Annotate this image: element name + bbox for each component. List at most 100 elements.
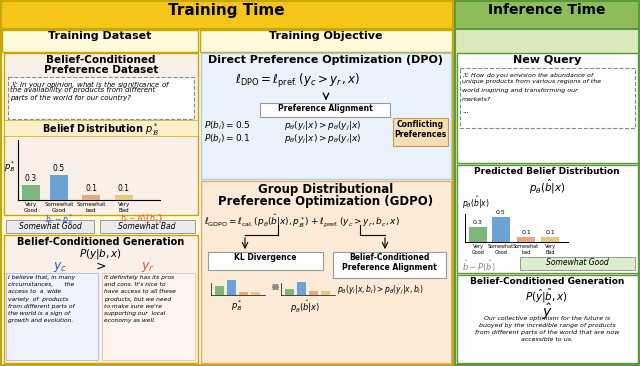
Text: New Query: New Query [513, 55, 581, 65]
Text: 0.3: 0.3 [473, 220, 483, 225]
FancyBboxPatch shape [457, 275, 638, 363]
Text: $\ell_{\rm GDPO} = \ell_{\rm cal.}(p_\theta(\hat{b}|x), p^*_{\mathcal{B}}) + \el: $\ell_{\rm GDPO} = \ell_{\rm cal.}(p_\th… [204, 212, 400, 229]
Text: Belief-Conditioned: Belief-Conditioned [349, 253, 429, 262]
Text: Training Time: Training Time [168, 3, 284, 18]
Text: Preference Alignment: Preference Alignment [278, 104, 372, 113]
Text: Somewhat Bad: Somewhat Bad [118, 222, 176, 231]
Text: Somewhat Good: Somewhat Good [546, 258, 609, 267]
Text: 0.1: 0.1 [521, 230, 531, 235]
Text: Preference Optimization (GDPO): Preference Optimization (GDPO) [218, 195, 433, 208]
Text: $\hat{y}$: $\hat{y}$ [541, 302, 552, 322]
Text: markets?: markets? [462, 97, 492, 102]
Text: Group Distributional: Group Distributional [259, 183, 394, 196]
FancyBboxPatch shape [2, 30, 198, 52]
Text: $p_\theta(\hat{b}|x)$: $p_\theta(\hat{b}|x)$ [462, 195, 490, 212]
FancyBboxPatch shape [309, 291, 318, 295]
Text: $b_c\sim p^*_{\mathcal{B}}$: $b_c\sim p^*_{\mathcal{B}}$ [45, 212, 73, 227]
Text: Somewhat Good: Somewhat Good [19, 222, 81, 231]
FancyBboxPatch shape [102, 273, 195, 360]
FancyBboxPatch shape [457, 53, 638, 163]
FancyBboxPatch shape [460, 68, 635, 128]
Text: 0.5: 0.5 [53, 164, 65, 173]
Text: Predicted Belief Distribution: Predicted Belief Distribution [474, 167, 620, 176]
FancyBboxPatch shape [1, 1, 453, 365]
FancyBboxPatch shape [457, 165, 638, 273]
FancyBboxPatch shape [6, 220, 94, 233]
Text: $\hat{b}\sim P(\hat{b})$: $\hat{b}\sim P(\hat{b})$ [462, 258, 496, 273]
Text: $p_\theta(y_j|x) > p_\theta(y_i|x)$: $p_\theta(y_j|x) > p_\theta(y_i|x)$ [284, 133, 362, 146]
FancyBboxPatch shape [455, 1, 639, 365]
FancyBboxPatch shape [541, 237, 559, 242]
Text: Very
Bad: Very Bad [118, 202, 130, 213]
Text: unique products from various regions of the: unique products from various regions of … [462, 79, 601, 84]
Text: world inspiring and transforming our: world inspiring and transforming our [462, 88, 578, 93]
FancyBboxPatch shape [50, 175, 68, 200]
FancyBboxPatch shape [227, 280, 236, 295]
Text: Somewhat
Good: Somewhat Good [44, 202, 74, 213]
Text: $\ell_{\rm DPO} = \ell_{\rm pref.}(y_c > y_r\,,x)$: $\ell_{\rm DPO} = \ell_{\rm pref.}(y_c >… [235, 72, 360, 90]
Text: Somewhat
bad: Somewhat bad [513, 244, 539, 255]
FancyBboxPatch shape [260, 103, 390, 117]
FancyBboxPatch shape [6, 273, 98, 360]
FancyBboxPatch shape [492, 217, 510, 242]
Text: $P(\hat{y}|\tilde{b}, x)$: $P(\hat{y}|\tilde{b}, x)$ [525, 288, 568, 305]
Text: $\mathcal{X}$: In your opinion, what is the significance of: $\mathcal{X}$: In your opinion, what is … [10, 79, 171, 90]
Text: Belief-Conditioned: Belief-Conditioned [46, 55, 156, 65]
Text: 0.3: 0.3 [25, 174, 37, 183]
Text: ...: ... [462, 108, 468, 114]
FancyBboxPatch shape [297, 281, 306, 295]
Text: $p^*_{\mathcal{B}}$: $p^*_{\mathcal{B}}$ [4, 160, 16, 175]
Text: Inference Time: Inference Time [488, 3, 605, 17]
Text: $p_\theta(y_i|x) > p_\theta(y_j|x)$: $p_\theta(y_i|x) > p_\theta(y_j|x)$ [284, 120, 362, 133]
FancyBboxPatch shape [8, 77, 194, 119]
Text: Somewhat
Good: Somewhat Good [488, 244, 514, 255]
FancyBboxPatch shape [4, 120, 198, 136]
Text: $y_r$: $y_r$ [141, 260, 155, 274]
FancyBboxPatch shape [455, 1, 639, 29]
FancyBboxPatch shape [82, 195, 100, 200]
FancyBboxPatch shape [469, 227, 487, 242]
FancyBboxPatch shape [517, 237, 535, 242]
Text: KL Divergence: KL Divergence [234, 253, 296, 262]
FancyBboxPatch shape [22, 185, 40, 200]
Text: 0.5: 0.5 [496, 210, 506, 215]
Text: $p_\theta(\hat{b}|x)$: $p_\theta(\hat{b}|x)$ [529, 178, 565, 196]
Text: the availability of products from different: the availability of products from differ… [10, 87, 156, 93]
FancyBboxPatch shape [201, 53, 451, 179]
Text: 0.1: 0.1 [85, 184, 97, 193]
Text: $p^*_{\mathcal{B}}$: $p^*_{\mathcal{B}}$ [231, 298, 243, 313]
Text: Belief-Conditioned Generation: Belief-Conditioned Generation [470, 277, 624, 286]
Text: Somewhat
bad: Somewhat bad [76, 202, 106, 213]
FancyBboxPatch shape [4, 53, 198, 215]
Text: $p_\theta(\hat{b}|x)$: $p_\theta(\hat{b}|x)$ [290, 298, 320, 314]
FancyBboxPatch shape [208, 252, 323, 270]
Text: Direct Preference Optimization (DPO): Direct Preference Optimization (DPO) [209, 55, 444, 65]
FancyBboxPatch shape [520, 257, 635, 270]
Text: $p_\theta(y_i|x, b_i) > p_\theta(y_j|x, b_i)$: $p_\theta(y_i|x, b_i) > p_\theta(y_j|x, … [337, 284, 424, 297]
FancyBboxPatch shape [1, 1, 453, 29]
Text: Conflicting: Conflicting [397, 120, 444, 129]
Text: $P(b_j) = 0.1$: $P(b_j) = 0.1$ [204, 133, 251, 146]
Text: Our collective optimism for the future is
buoyed by the incredible range of prod: Our collective optimism for the future i… [475, 316, 619, 342]
FancyBboxPatch shape [393, 118, 448, 146]
Text: $b_r\sim\mathcal{B}\backslash\{b_c\}$: $b_r\sim\mathcal{B}\backslash\{b_c\}$ [120, 212, 163, 225]
Text: It definitely has its pros
and cons. It's nice to
have access to all these
produ: It definitely has its pros and cons. It'… [104, 275, 176, 323]
Text: Belief-Conditioned Generation: Belief-Conditioned Generation [17, 237, 184, 247]
FancyBboxPatch shape [201, 181, 451, 363]
FancyBboxPatch shape [100, 220, 195, 233]
FancyBboxPatch shape [285, 289, 294, 295]
FancyBboxPatch shape [333, 252, 446, 278]
FancyBboxPatch shape [200, 30, 452, 52]
Text: 0.1: 0.1 [545, 230, 555, 235]
FancyBboxPatch shape [115, 195, 133, 200]
FancyBboxPatch shape [4, 235, 198, 363]
FancyBboxPatch shape [251, 292, 260, 295]
Text: Preferences: Preferences [394, 130, 446, 139]
Text: $\mathcal{X}$: How do you envision the abundance of: $\mathcal{X}$: How do you envision the a… [462, 70, 595, 80]
Text: $P(b_i) = 0.5$: $P(b_i) = 0.5$ [204, 120, 251, 132]
FancyBboxPatch shape [321, 291, 330, 295]
Text: Preference Alignment: Preference Alignment [342, 263, 436, 272]
Text: Very
Good: Very Good [472, 244, 484, 255]
FancyBboxPatch shape [239, 292, 248, 295]
Text: Very
Bad: Very Bad [545, 244, 556, 255]
